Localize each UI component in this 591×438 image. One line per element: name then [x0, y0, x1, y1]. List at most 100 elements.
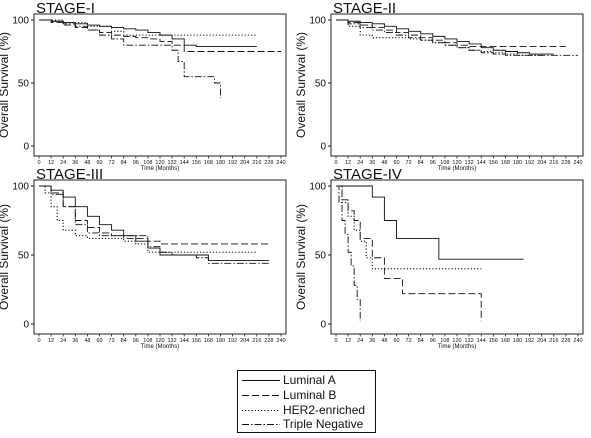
panel-2-x-tick-label-108: 108 [440, 160, 449, 166]
panel-1-x-tick-label-60: 60 [96, 160, 102, 166]
panel-1-series-triple-negative [39, 19, 221, 99]
panel-3-series-luminal-b [39, 185, 269, 245]
panel-1-y-tick-label-0: 0 [23, 142, 29, 153]
panel-3-y-tick-label-0: 0 [23, 320, 29, 331]
panel-4: STAGE-IV Overall Survival (%) 0 50 100 0 12 24 3… [294, 166, 584, 350]
panel-1-x-tick-label-240: 240 [276, 160, 285, 166]
panel-3-y-axis-label: Overall Survival (%) [0, 204, 11, 310]
legend-item-luminal-a: Luminal A [238, 373, 375, 388]
panel-3-x-tick-label-204: 204 [240, 338, 249, 344]
panel-4-series-luminal-a [336, 185, 524, 260]
panel-1-x-tick-label-192: 192 [228, 160, 237, 166]
panel-2-x-tick-label-12: 12 [345, 160, 351, 166]
panel-3: STAGE-III Overall Survival (%) 0 50 100 0 12 24… [0, 166, 287, 350]
legend-label-luminal-a: Luminal A [283, 373, 336, 387]
legend-label-her2-enriched: HER2-enriched [283, 403, 366, 417]
panel-3-x-tick-label-24: 24 [60, 338, 66, 344]
panel-3-x-tick-label-132: 132 [168, 338, 177, 344]
panel-4-x-tick-label-0: 0 [334, 338, 337, 344]
panel-1-y-axis-label: Overall Survival (%) [0, 32, 11, 138]
legend-swatch-her2-enriched [242, 410, 280, 411]
panel-2-x-tick-label-132: 132 [465, 160, 474, 166]
panel-2-x-tick-label-228: 228 [561, 160, 570, 166]
panel-2-series-luminal-b [336, 19, 566, 47]
panel-1-series-her2-enriched [39, 19, 257, 36]
panel-3-x-tick-label-144: 144 [180, 338, 189, 344]
panel-3-x-tick-label-240: 240 [276, 338, 285, 344]
legend-item-luminal-b: Luminal B [238, 388, 375, 403]
panel-4-x-tick-label-12: 12 [345, 338, 351, 344]
panel-2-y-axis-label: Overall Survival (%) [294, 32, 308, 138]
panel-3-series-triple-negative [39, 185, 269, 264]
panel-1-x-tick-label-108: 108 [143, 160, 152, 166]
panel-1-x-tick-label-204: 204 [240, 160, 249, 166]
panel-3-x-tick-label-192: 192 [228, 338, 237, 344]
panel-3-frame [33, 179, 287, 335]
panel-2-series-triple-negative [336, 19, 578, 56]
panel-1-x-tick-label-216: 216 [252, 160, 261, 166]
panel-3-y-tick-label-50: 50 [18, 251, 30, 262]
panel-4-series-triple-negative [336, 185, 361, 322]
panel-4-x-tick-label-120: 120 [452, 338, 461, 344]
panel-3-x-tick-label-60: 60 [96, 338, 102, 344]
panel-1-x-tick-label-96: 96 [133, 160, 139, 166]
panel-3-x-tick-label-12: 12 [48, 338, 54, 344]
panel-4-frame [330, 179, 584, 335]
panel-1-x-tick-label-72: 72 [109, 160, 115, 166]
panel-4-x-tick-label-216: 216 [549, 338, 558, 344]
panel-2-y-tick-label-100: 100 [309, 16, 326, 27]
panel-4-x-tick-label-132: 132 [465, 338, 474, 344]
panel-4-x-tick-label-108: 108 [440, 338, 449, 344]
panel-4-x-tick-label-240: 240 [573, 338, 582, 344]
panel-4-series-her2-enriched [336, 185, 482, 270]
panel-3-x-tick-label-84: 84 [121, 338, 127, 344]
panel-2-frame [330, 13, 584, 157]
panel-4-x-tick-label-24: 24 [357, 338, 363, 344]
panel-3-x-tick-label-36: 36 [72, 338, 78, 344]
panel-3-x-tick-label-156: 156 [192, 338, 201, 344]
panel-3-x-tick-label-216: 216 [252, 338, 261, 344]
panel-2-x-tick-label-60: 60 [393, 160, 399, 166]
panel-4-x-tick-label-36: 36 [369, 338, 375, 344]
panel-1-x-tick-label-132: 132 [168, 160, 177, 166]
panel-3-x-tick-label-228: 228 [264, 338, 273, 344]
panel-4-x-tick-label-72: 72 [406, 338, 412, 344]
panel-1-series-luminal-a [39, 19, 257, 47]
panel-4-x-tick-label-144: 144 [477, 338, 486, 344]
panel-4-x-tick-label-156: 156 [489, 338, 498, 344]
panel-3-x-tick-label-168: 168 [204, 338, 213, 344]
panel-1-x-tick-label-120: 120 [155, 160, 164, 166]
panel-3-x-tick-label-48: 48 [84, 338, 90, 344]
panel-4-x-tick-label-204: 204 [537, 338, 546, 344]
panel-2-x-tick-label-144: 144 [477, 160, 486, 166]
panel-4-x-tick-label-228: 228 [561, 338, 570, 344]
panel-1-x-tick-label-36: 36 [72, 160, 78, 166]
panel-4-x-tick-label-168: 168 [501, 338, 510, 344]
panel-1-title: STAGE-I [36, 0, 95, 17]
panel-2-x-tick-label-72: 72 [406, 160, 412, 166]
panel-1-x-tick-label-168: 168 [204, 160, 213, 166]
panel-1-x-tick-label-0: 0 [37, 160, 40, 166]
panel-2-x-tick-label-36: 36 [369, 160, 375, 166]
legend-item-her2-enriched: HER2-enriched [238, 403, 375, 418]
panel-2-x-tick-label-168: 168 [501, 160, 510, 166]
panel-1-x-axis-label: Time (Months) [141, 166, 179, 172]
panel-4-x-tick-label-60: 60 [393, 338, 399, 344]
panel-2-x-tick-label-24: 24 [357, 160, 363, 166]
legend: Luminal A Luminal B HER2-enriched Triple… [237, 370, 376, 433]
panel-1-x-tick-label-180: 180 [216, 160, 225, 166]
panel-3-x-tick-label-0: 0 [37, 338, 40, 344]
panel-4-title: STAGE-IV [333, 166, 402, 183]
panel-1-x-tick-label-156: 156 [192, 160, 201, 166]
panel-2-x-tick-label-204: 204 [537, 160, 546, 166]
panel-2-series-luminal-a [336, 19, 554, 55]
panel-2-x-tick-label-180: 180 [513, 160, 522, 166]
panel-3-x-tick-label-96: 96 [133, 338, 139, 344]
panel-4-x-axis-label: Time (Months) [438, 344, 476, 350]
legend-swatch-luminal-b [242, 395, 280, 396]
panel-4-x-tick-label-192: 192 [525, 338, 534, 344]
panel-4-y-tick-label-0: 0 [320, 320, 326, 331]
panel-1-x-tick-label-24: 24 [60, 160, 66, 166]
panel-4-series-luminal-b [336, 185, 482, 322]
